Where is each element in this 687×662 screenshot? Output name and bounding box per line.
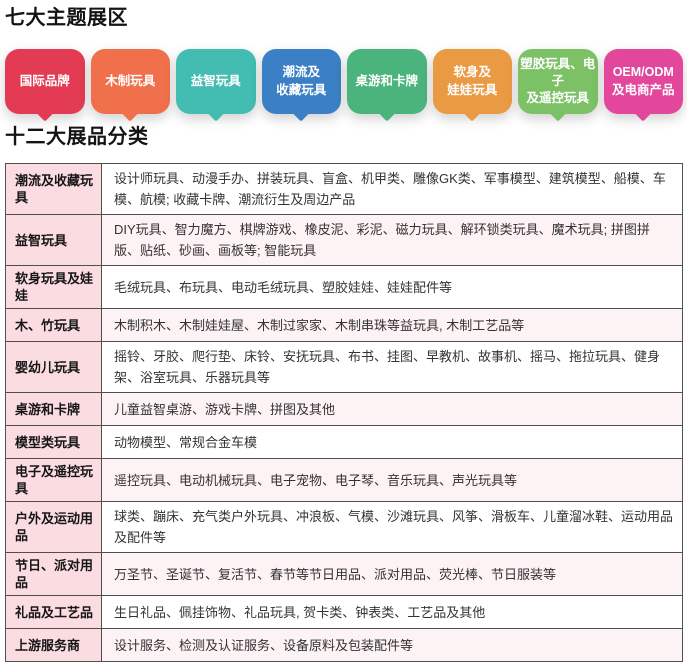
category-name-cell: 木、竹玩具 xyxy=(5,308,102,342)
category-items-cell: 设计师玩具、动漫手办、拼装玩具、盲盒、机甲类、雕像GK类、军事模型、建筑模型、船… xyxy=(101,163,683,215)
zone-bubble-label: 桌游和卡牌 xyxy=(355,73,418,88)
category-items-cell: 摇铃、牙胶、爬行垫、床铃、安抚玩具、布书、挂图、早教机、故事机、摇马、拖拉玩具、… xyxy=(101,341,683,393)
categories-table: 潮流及收藏玩具 设计师玩具、动漫手办、拼装玩具、盲盒、机甲类、雕像GK类、军事模… xyxy=(5,163,683,662)
zone-bubble: 国际品牌 xyxy=(5,49,85,114)
category-items-cell: 设计服务、检测及认证服务、设备原料及包装配件等 xyxy=(101,628,683,662)
category-name-cell: 益智玩具 xyxy=(5,214,102,266)
table-row: 节日、派对用品 万圣节、圣诞节、复活节、春节等节日用品、派对用品、荧光棒、节日服… xyxy=(5,552,683,596)
table-row: 木、竹玩具 木制积木、木制娃娃屋、木制过家家、木制串珠等益玩具, 木制工艺品等 xyxy=(5,308,683,342)
zones-section-title: 七大主题展区 xyxy=(5,7,128,29)
category-name-cell: 上游服务商 xyxy=(5,628,102,662)
categories-section-title: 十二大展品分类 xyxy=(5,126,149,148)
table-row: 婴幼儿玩具 摇铃、牙胶、爬行垫、床铃、安抚玩具、布书、挂图、早教机、故事机、摇马… xyxy=(5,341,683,393)
category-name-cell: 模型类玩具 xyxy=(5,425,102,459)
zone-bubble-label: 软身及 娃娃玩具 xyxy=(447,65,498,97)
category-name-cell: 节日、派对用品 xyxy=(5,552,102,596)
category-items-cell: 木制积木、木制娃娃屋、木制过家家、木制串珠等益玩具, 木制工艺品等 xyxy=(101,308,683,342)
category-name-cell: 桌游和卡牌 xyxy=(5,392,102,426)
table-row: 潮流及收藏玩具 设计师玩具、动漫手办、拼装玩具、盲盒、机甲类、雕像GK类、军事模… xyxy=(5,163,683,215)
category-name-cell: 婴幼儿玩具 xyxy=(5,341,102,393)
category-name-cell: 潮流及收藏玩具 xyxy=(5,163,102,215)
category-items-cell: 球类、蹦床、充气类户外玩具、冲浪板、气模、沙滩玩具、风筝、滑板车、儿童溜冰鞋、运… xyxy=(101,501,683,553)
table-row: 软身玩具及娃娃 毛绒玩具、布玩具、电动毛绒玩具、塑胶娃娃、娃娃配件等 xyxy=(5,265,683,309)
zone-bubble-label: 木制玩具 xyxy=(105,73,156,88)
zone-bubble-label: 塑胶玩具、电子 及遥控玩具 xyxy=(520,56,596,106)
zone-bubble-label: 国际品牌 xyxy=(19,73,70,88)
table-row: 电子及遥控玩具 遥控玩具、电动机械玩具、电子宠物、电子琴、音乐玩具、声光玩具等 xyxy=(5,458,683,502)
table-row: 礼品及工艺品 生日礼品、佩挂饰物、礼品玩具, 贺卡类、钟表类、工艺品及其他 xyxy=(5,595,683,629)
category-name-cell: 户外及运动用品 xyxy=(5,501,102,553)
zone-bubble-label: OEM/ODM 及电商产品 xyxy=(611,65,675,97)
category-name-cell: 软身玩具及娃娃 xyxy=(5,265,102,309)
table-row: 益智玩具 DIY玩具、智力魔方、棋牌游戏、橡皮泥、彩泥、磁力玩具、解环锁类玩具、… xyxy=(5,214,683,266)
category-items-cell: 生日礼品、佩挂饰物、礼品玩具, 贺卡类、钟表类、工艺品及其他 xyxy=(101,595,683,629)
zone-bubble: 木制玩具 xyxy=(90,49,170,114)
table-row: 上游服务商 设计服务、检测及认证服务、设备原料及包装配件等 xyxy=(5,628,683,662)
table-row: 户外及运动用品 球类、蹦床、充气类户外玩具、冲浪板、气模、沙滩玩具、风筝、滑板车… xyxy=(5,501,683,553)
category-items-cell: 儿童益智桌游、游戏卡牌、拼图及其他 xyxy=(101,392,683,426)
category-items-cell: 遥控玩具、电动机械玩具、电子宠物、电子琴、音乐玩具、声光玩具等 xyxy=(101,458,683,502)
zone-bubble: 益智玩具 xyxy=(176,49,256,114)
category-items-cell: 毛绒玩具、布玩具、电动毛绒玩具、塑胶娃娃、娃娃配件等 xyxy=(101,265,683,309)
zone-bubble: OEM/ODM 及电商产品 xyxy=(603,49,683,114)
zone-bubble: 塑胶玩具、电子 及遥控玩具 xyxy=(518,49,598,114)
table-row: 模型类玩具 动物模型、常规合金车模 xyxy=(5,425,683,459)
category-items-cell: 动物模型、常规合金车模 xyxy=(101,425,683,459)
zone-bubbles-row: 国际品牌 木制玩具 益智玩具 潮流及 收藏玩具 桌游和卡牌 软身及 娃娃玩具 塑… xyxy=(5,49,683,125)
zone-bubble: 潮流及 收藏玩具 xyxy=(261,49,341,114)
zone-bubble: 桌游和卡牌 xyxy=(347,49,427,114)
category-name-cell: 礼品及工艺品 xyxy=(5,595,102,629)
table-row: 桌游和卡牌 儿童益智桌游、游戏卡牌、拼图及其他 xyxy=(5,392,683,426)
category-items-cell: DIY玩具、智力魔方、棋牌游戏、橡皮泥、彩泥、磁力玩具、解环锁类玩具、魔术玩具;… xyxy=(101,214,683,266)
zone-bubble-label: 益智玩具 xyxy=(190,73,241,88)
category-name-cell: 电子及遥控玩具 xyxy=(5,458,102,502)
zone-bubble: 软身及 娃娃玩具 xyxy=(432,49,512,114)
zone-bubble-label: 潮流及 收藏玩具 xyxy=(276,65,327,97)
category-items-cell: 万圣节、圣诞节、复活节、春节等节日用品、派对用品、荧光棒、节日服装等 xyxy=(101,552,683,596)
